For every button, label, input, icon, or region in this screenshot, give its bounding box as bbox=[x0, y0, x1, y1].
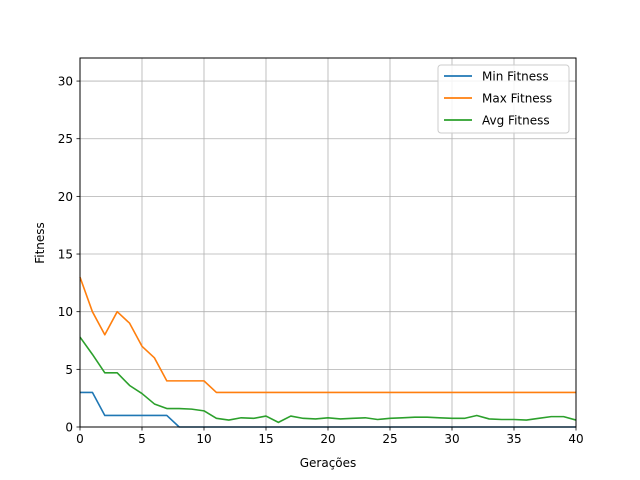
y-tick-label: 10 bbox=[58, 305, 73, 319]
legend-label-max-fitness: Max Fitness bbox=[482, 92, 552, 106]
series-line-max-fitness bbox=[79, 276, 576, 394]
x-tick-label: 30 bbox=[444, 432, 459, 446]
x-axis: 0 5 10 15 20 25 30 35 40 bbox=[76, 427, 584, 446]
x-tick-label: 10 bbox=[196, 432, 211, 446]
x-tick-label: 0 bbox=[76, 432, 84, 446]
legend-label-min-fitness: Min Fitness bbox=[482, 70, 549, 84]
y-tick-label: 15 bbox=[58, 248, 73, 262]
y-tick-label: 25 bbox=[58, 132, 73, 146]
y-tick-label: 30 bbox=[58, 75, 73, 89]
y-tick-label: 5 bbox=[65, 363, 73, 377]
y-axis: 0 5 10 15 20 25 30 bbox=[58, 75, 80, 435]
x-tick-label: 40 bbox=[568, 432, 583, 446]
y-axis-label: Fitness bbox=[33, 222, 47, 264]
series-line-avg-fitness bbox=[79, 336, 577, 424]
x-tick-label: 5 bbox=[138, 432, 146, 446]
grid-lines bbox=[79, 58, 577, 428]
legend-label-avg-fitness: Avg Fitness bbox=[482, 114, 550, 128]
x-axis-label: Gerações bbox=[300, 456, 357, 470]
y-tick-label: 20 bbox=[58, 190, 73, 204]
x-tick-label: 15 bbox=[258, 432, 273, 446]
legend: Min Fitness Max Fitness Avg Fitness bbox=[437, 64, 570, 134]
x-tick-label: 20 bbox=[320, 432, 335, 446]
x-tick-label: 25 bbox=[382, 432, 397, 446]
y-tick-label: 0 bbox=[65, 421, 73, 435]
x-tick-label: 35 bbox=[506, 432, 521, 446]
legend-box bbox=[437, 64, 570, 134]
